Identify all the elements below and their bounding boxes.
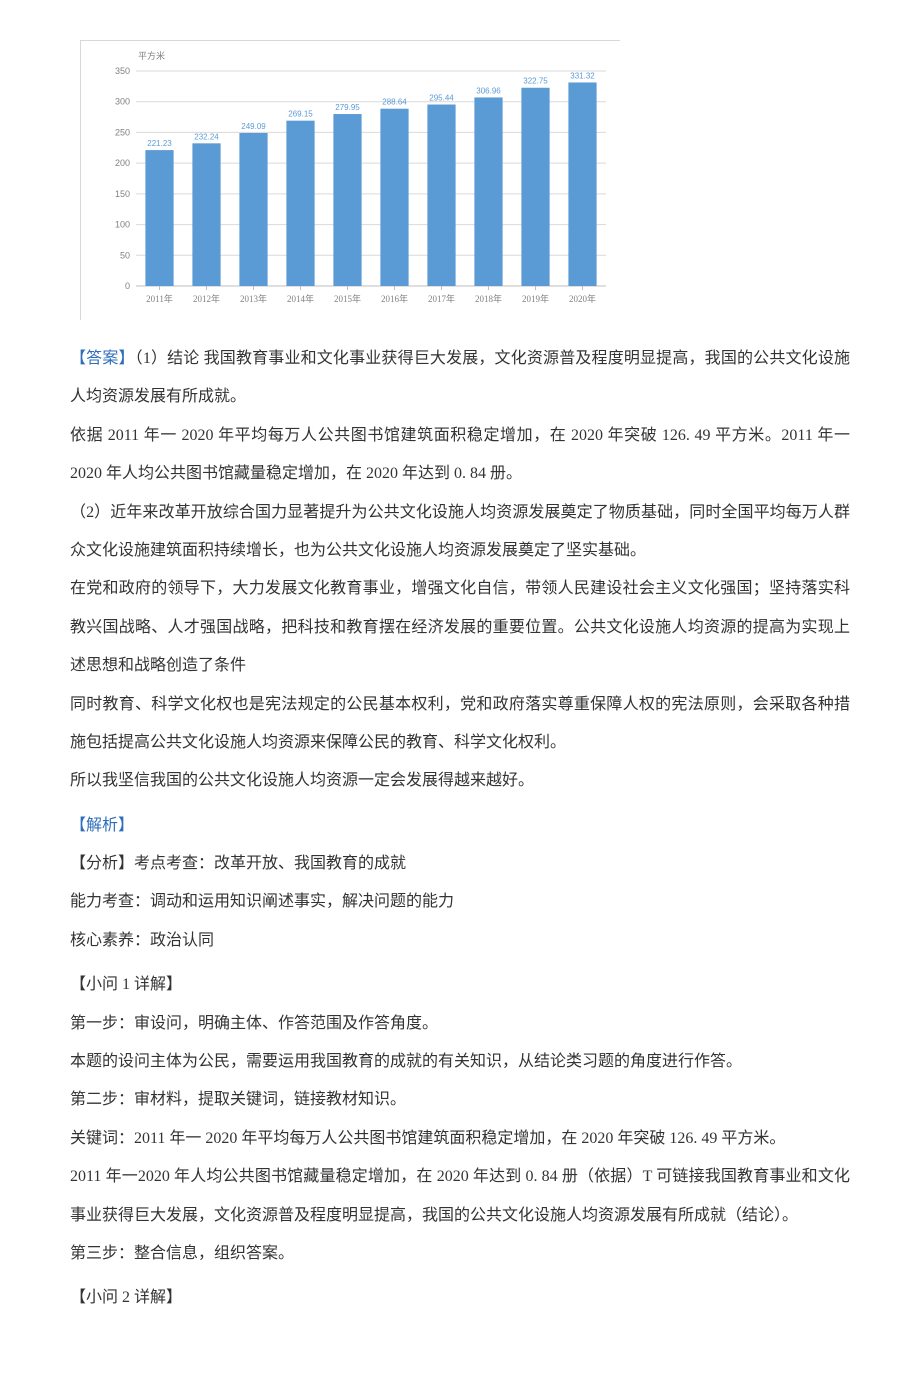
analysis-paragraph-3: 核心素养：政治认同 bbox=[70, 922, 850, 960]
svg-text:2013年: 2013年 bbox=[240, 293, 267, 304]
svg-text:2015年: 2015年 bbox=[334, 293, 361, 304]
sub1-paragraph-1: 第一步：审设问，明确主体、作答范围及作答角度。 bbox=[70, 1005, 850, 1043]
sub1-paragraph-2: 本题的设问主体为公民，需要运用我国教育的成就的有关知识，从结论类习题的角度进行作… bbox=[70, 1043, 850, 1081]
sub1-paragraph-4: 关键词：2011 年一 2020 年平均每万人公共图书馆建筑面积稳定增加，在 2… bbox=[70, 1120, 850, 1158]
answer-label: 【答案】 bbox=[70, 350, 135, 367]
bar-chart-svg: 0 50 100 150 200 250 300 350 平方米 221.23 2011年 232.2… bbox=[81, 41, 621, 321]
bar-chart: 0 50 100 150 200 250 300 350 平方米 221.23 2011年 232.2… bbox=[80, 40, 620, 320]
svg-text:306.96: 306.96 bbox=[476, 86, 501, 95]
svg-text:279.95: 279.95 bbox=[335, 103, 360, 112]
answer-paragraph-5: 同时教育、科学文化权也是宪法规定的公民基本权利，党和政府落实尊重保障人权的宪法原… bbox=[70, 686, 850, 763]
answer-paragraph-2: 依据 2011 年一 2020 年平均每万人公共图书馆建筑面积稳定增加，在 20… bbox=[70, 417, 850, 494]
svg-text:331.32: 331.32 bbox=[570, 71, 595, 80]
svg-text:295.44: 295.44 bbox=[429, 94, 454, 103]
svg-text:150: 150 bbox=[115, 189, 130, 199]
answer-paragraph-6: 所以我坚信我国的公共文化设施人均资源一定会发展得越来越好。 bbox=[70, 762, 850, 800]
svg-text:350: 350 bbox=[115, 66, 130, 76]
sub-question-2-label: 【小问 2 详解】 bbox=[70, 1279, 850, 1317]
svg-text:50: 50 bbox=[120, 250, 130, 260]
sub1-paragraph-6: 第三步：整合信息，组织答案。 bbox=[70, 1235, 850, 1273]
svg-text:2018年: 2018年 bbox=[475, 293, 502, 304]
svg-text:0: 0 bbox=[125, 281, 130, 291]
svg-text:221.23: 221.23 bbox=[147, 139, 172, 148]
svg-text:2011年: 2011年 bbox=[146, 293, 173, 304]
analysis-paragraph-1: 【分析】考点考查：改革开放、我国教育的成就 bbox=[70, 845, 850, 883]
analysis-paragraph-2: 能力考查：调动和运用知识阐述事实，解决问题的能力 bbox=[70, 883, 850, 921]
sub1-paragraph-5: 2011 年一2020 年人均公共图书馆藏量稳定增加，在 2020 年达到 0.… bbox=[70, 1158, 850, 1235]
answer-p1-text: （1）结论 我国教育事业和文化事业获得巨大发展，文化资源普及程度明显提高，我国的… bbox=[70, 350, 850, 405]
svg-text:2016年: 2016年 bbox=[381, 293, 408, 304]
svg-text:平方米: 平方米 bbox=[138, 50, 165, 61]
svg-text:232.24: 232.24 bbox=[194, 132, 219, 141]
svg-text:200: 200 bbox=[115, 158, 130, 168]
svg-text:2020年: 2020年 bbox=[569, 293, 596, 304]
svg-text:2012年: 2012年 bbox=[193, 293, 220, 304]
answer-paragraph-3: （2）近年来改革开放综合国力显著提升为公共文化设施人均资源发展奠定了物质基础，同… bbox=[70, 494, 850, 571]
svg-text:288.64: 288.64 bbox=[382, 98, 407, 107]
svg-text:2014年: 2014年 bbox=[287, 293, 314, 304]
svg-text:250: 250 bbox=[115, 127, 130, 137]
svg-text:269.15: 269.15 bbox=[288, 110, 313, 119]
svg-text:100: 100 bbox=[115, 220, 130, 230]
svg-text:322.75: 322.75 bbox=[523, 77, 548, 86]
svg-text:249.09: 249.09 bbox=[241, 122, 266, 131]
analysis-label: 【解析】 bbox=[70, 807, 850, 845]
sub1-paragraph-3: 第二步：审材料，提取关键词，链接教材知识。 bbox=[70, 1081, 850, 1119]
answer-paragraph-4: 在党和政府的领导下，大力发展文化教育事业，增强文化自信，带领人民建设社会主义文化… bbox=[70, 570, 850, 685]
svg-text:2017年: 2017年 bbox=[428, 293, 455, 304]
answer-paragraph-1: 【答案】（1）结论 我国教育事业和文化事业获得巨大发展，文化资源普及程度明显提高… bbox=[70, 340, 850, 417]
svg-text:2019年: 2019年 bbox=[522, 293, 549, 304]
svg-text:300: 300 bbox=[115, 97, 130, 107]
sub-question-1-label: 【小问 1 详解】 bbox=[70, 966, 850, 1004]
